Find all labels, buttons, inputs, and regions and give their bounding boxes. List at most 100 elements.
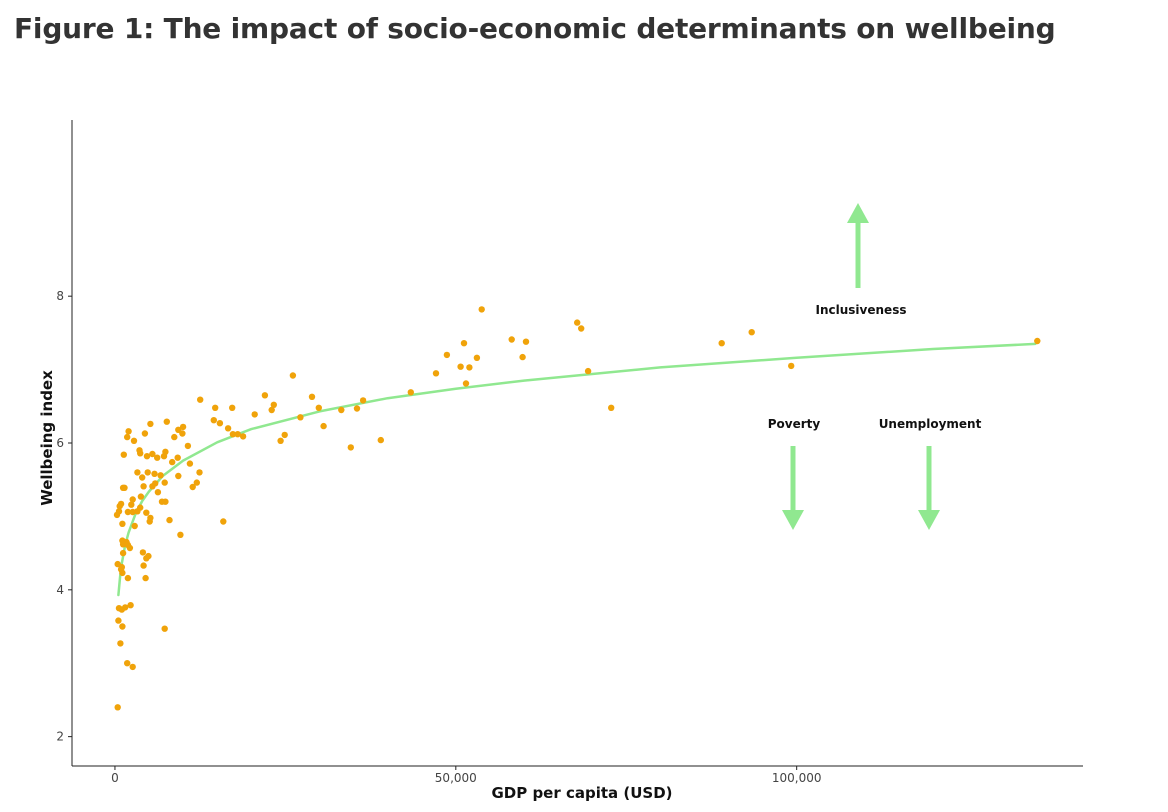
- data-point: [114, 560, 121, 568]
- y-tick-label: 4: [56, 583, 64, 597]
- data-point: [147, 420, 154, 428]
- data-point: [315, 404, 322, 411]
- data-point: [139, 474, 146, 481]
- data-point: [197, 396, 204, 403]
- annotation-unemployment: Unemployment: [879, 417, 982, 530]
- data-point: [179, 423, 187, 431]
- data-point: [129, 496, 136, 503]
- data-point: [129, 663, 136, 671]
- data-point: [115, 605, 123, 612]
- annotation-label: Unemployment: [879, 417, 982, 431]
- data-point: [574, 319, 581, 326]
- data-point: [578, 325, 585, 332]
- data-point: [179, 430, 186, 437]
- data-points: [113, 306, 1041, 711]
- data-point: [175, 426, 182, 433]
- data-point: [136, 447, 143, 454]
- data-point: [359, 397, 367, 404]
- annotations: Inclusiveness Poverty Unemployment: [768, 203, 982, 530]
- data-point: [140, 483, 147, 490]
- data-point: [115, 508, 123, 515]
- data-point: [220, 518, 227, 525]
- data-point: [152, 480, 159, 487]
- data-point: [788, 362, 795, 370]
- data-point: [189, 483, 196, 491]
- data-point: [162, 498, 169, 505]
- arrow-down-icon: [926, 446, 932, 511]
- data-point: [347, 444, 354, 451]
- data-point: [320, 422, 327, 430]
- data-point: [139, 549, 147, 556]
- data-point: [196, 469, 203, 476]
- data-point: [268, 406, 275, 414]
- data-point: [508, 336, 515, 343]
- data-point: [608, 404, 615, 411]
- data-point: [289, 372, 297, 379]
- data-point: [718, 340, 725, 347]
- x-tick-label: 100,000: [772, 771, 822, 785]
- data-point: [261, 392, 269, 399]
- data-point: [124, 574, 132, 582]
- data-point: [522, 338, 530, 345]
- data-point: [129, 508, 136, 516]
- arrow-down-icon: [782, 510, 804, 530]
- x-tick-label: 0: [111, 771, 119, 785]
- data-point: [147, 514, 154, 522]
- data-point: [154, 454, 161, 461]
- data-point: [473, 354, 481, 361]
- data-point: [122, 604, 129, 611]
- y-tick-label: 8: [56, 289, 64, 303]
- data-point: [151, 470, 158, 477]
- data-point: [234, 431, 241, 438]
- data-point: [117, 500, 125, 508]
- data-point: [281, 431, 288, 439]
- data-point: [216, 420, 224, 427]
- data-point: [478, 306, 485, 313]
- data-point: [114, 704, 121, 711]
- data-point: [270, 401, 277, 408]
- data-point: [137, 493, 145, 500]
- axes: [71, 120, 1083, 767]
- data-point: [186, 460, 194, 467]
- data-point: [353, 405, 361, 412]
- data-point: [277, 437, 284, 444]
- data-point: [466, 364, 473, 371]
- data-point: [134, 469, 141, 476]
- data-point: [120, 451, 128, 458]
- x-axis-title: GDP per capita (USD): [491, 784, 672, 802]
- data-point: [144, 469, 151, 476]
- annotation-label: Inclusiveness: [816, 303, 907, 317]
- trend-line-group: [117, 342, 1037, 597]
- data-point: [457, 363, 464, 370]
- data-point: [239, 433, 247, 440]
- arrow-down-icon: [790, 446, 796, 511]
- data-point: [229, 431, 237, 438]
- data-point: [251, 411, 258, 418]
- data-point: [117, 640, 124, 647]
- arrow-up-icon: [855, 222, 861, 288]
- data-point: [140, 562, 147, 569]
- data-point: [1034, 337, 1041, 345]
- data-point: [174, 454, 181, 461]
- data-point: [224, 425, 232, 432]
- data-point: [297, 414, 304, 421]
- data-point: [748, 329, 755, 336]
- data-point: [161, 479, 168, 486]
- data-point: [119, 537, 126, 544]
- data-point: [377, 436, 384, 444]
- y-axis-title: Wellbeing index: [38, 370, 56, 506]
- arrow-up-icon: [847, 203, 869, 223]
- axis-ticks: 2 4 6 8 0 50,000 100,000: [56, 289, 821, 785]
- data-point: [154, 489, 162, 496]
- data-point: [141, 430, 149, 437]
- data-point: [338, 406, 345, 414]
- data-point: [142, 574, 149, 582]
- data-point: [124, 433, 131, 441]
- data-point: [119, 520, 126, 527]
- data-point: [130, 437, 138, 444]
- data-point: [149, 450, 156, 458]
- data-point: [125, 428, 132, 435]
- annotation-label: Poverty: [768, 417, 821, 431]
- data-point: [162, 448, 169, 455]
